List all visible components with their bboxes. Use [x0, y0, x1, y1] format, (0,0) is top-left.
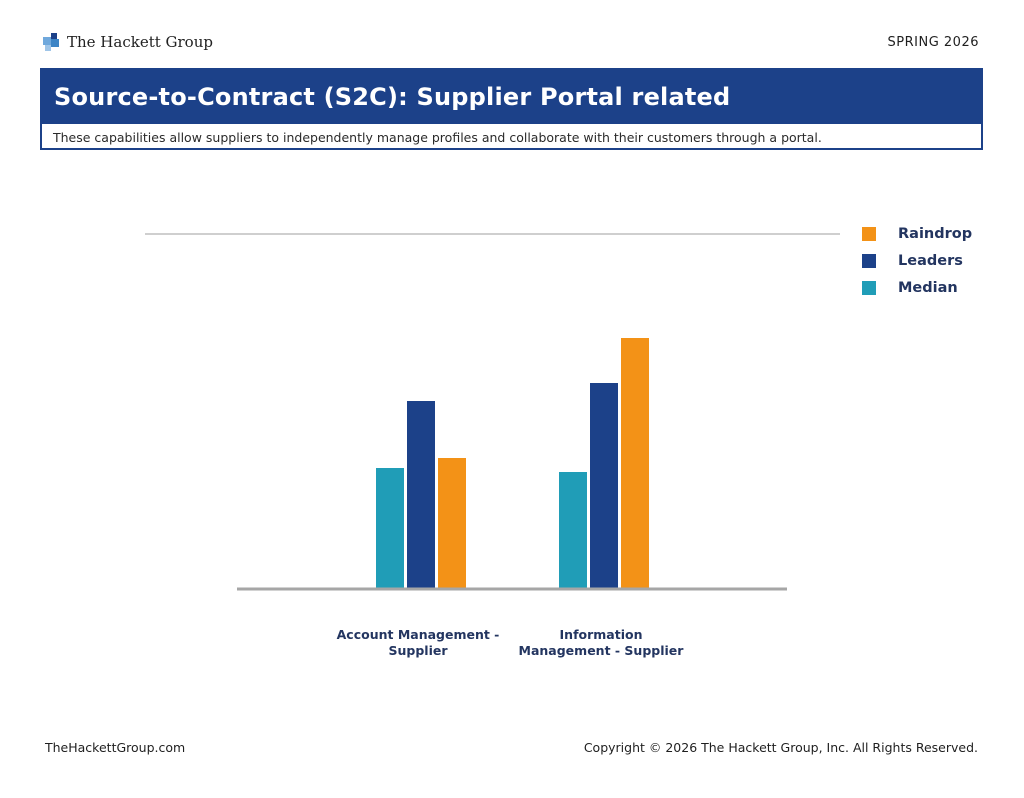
bar-raindrop-1 [438, 458, 466, 588]
legend-swatch-leaders [862, 253, 876, 268]
bar-leaders-2 [590, 383, 618, 588]
company-logo: The Hackett Group [43, 33, 213, 51]
bar-median-2 [559, 472, 587, 588]
legend-label-leaders: Leaders [898, 252, 963, 269]
category-label-line: Supplier [388, 643, 448, 658]
bars-group [376, 338, 649, 588]
chart-legend: Raindrop Leaders Median [862, 220, 972, 301]
category-label-account-management: Account Management - Supplier [328, 627, 508, 659]
footer-copyright: Copyright © 2026 The Hackett Group, Inc.… [583, 740, 978, 755]
legend-item-raindrop: Raindrop [862, 220, 972, 247]
footer-website[interactable]: TheHackettGroup.com [45, 740, 186, 755]
page-title: Source-to-Contract (S2C): Supplier Porta… [54, 83, 731, 111]
legend-item-median: Median [862, 274, 972, 301]
bar-median-1 [376, 468, 404, 588]
legend-label-raindrop: Raindrop [898, 225, 973, 242]
logo-text: The Hackett Group [67, 33, 213, 51]
category-label-line: Account Management - [336, 627, 500, 642]
hackett-logo-icon [43, 33, 59, 51]
legend-item-leaders: Leaders [862, 247, 972, 274]
legend-swatch-median [862, 280, 876, 295]
page-subtitle: These capabilities allow suppliers to in… [53, 130, 822, 145]
bar-raindrop-2 [621, 338, 649, 588]
legend-label-median: Median [898, 279, 958, 296]
category-label-information-management: Information Management - Supplier [511, 627, 691, 659]
category-label-line: Information [559, 627, 643, 642]
season-label: SPRING 2026 [887, 35, 979, 50]
title-box: Source-to-Contract (S2C): Supplier Porta… [40, 68, 983, 150]
legend-swatch-raindrop [862, 226, 876, 241]
bar-leaders-1 [407, 401, 435, 588]
category-label-line: Management - Supplier [518, 643, 684, 658]
title-bar: Source-to-Contract (S2C): Supplier Porta… [42, 70, 981, 124]
